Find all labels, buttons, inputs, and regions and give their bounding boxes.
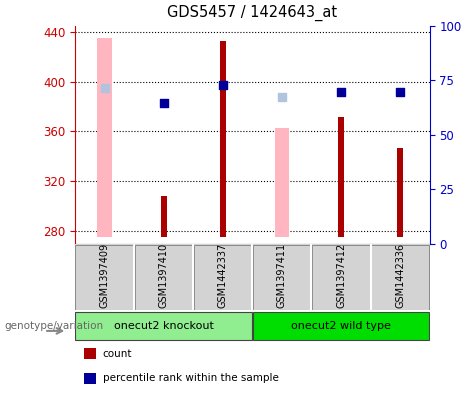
Bar [76,245,134,310]
Text: genotype/variation: genotype/variation [5,321,104,331]
Bar [220,40,226,237]
Text: GSM1397411: GSM1397411 [277,243,287,308]
Bar [253,312,429,340]
Point [396,88,404,95]
Point [278,94,286,100]
Bar [338,117,344,237]
Bar [253,245,311,310]
Text: count: count [103,349,132,359]
Bar [76,312,252,340]
Point [337,88,345,95]
Title: GDS5457 / 1424643_at: GDS5457 / 1424643_at [167,5,337,21]
Text: percentile rank within the sample: percentile rank within the sample [103,373,279,383]
Text: GSM1442336: GSM1442336 [395,243,405,308]
Bar [135,245,193,310]
Text: GSM1397410: GSM1397410 [159,243,169,308]
Bar [194,245,252,310]
Bar [371,245,429,310]
Text: onecut2 knockout: onecut2 knockout [114,321,214,331]
Bar [397,148,403,237]
Bar [97,38,112,237]
Point [219,82,226,88]
Bar [275,128,290,237]
Point [160,100,167,106]
Bar [161,196,167,237]
Point [101,85,108,91]
Text: GSM1442337: GSM1442337 [218,243,228,309]
Text: GSM1397409: GSM1397409 [100,243,110,308]
Bar [312,245,370,310]
Text: GSM1397412: GSM1397412 [336,243,346,309]
Text: onecut2 wild type: onecut2 wild type [291,321,391,331]
